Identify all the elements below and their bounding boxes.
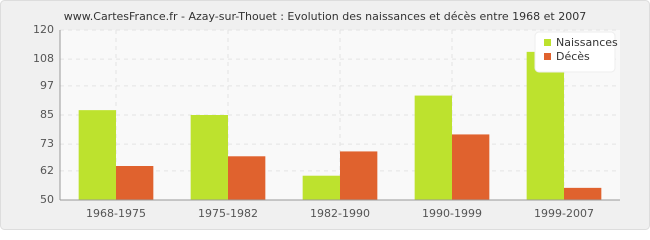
y-tick-label: 62 <box>40 164 54 177</box>
bar <box>526 51 564 200</box>
y-tick-label: 97 <box>40 79 54 92</box>
y-tick-label: 108 <box>33 52 54 65</box>
legend-box <box>534 31 616 73</box>
x-tick-label: 1968-1975 <box>86 207 146 220</box>
x-tick-label: 1999-2007 <box>534 207 594 220</box>
legend-marker <box>544 39 551 46</box>
x-tick-label: 1990-1999 <box>422 207 482 220</box>
bar <box>228 156 266 200</box>
bar <box>414 95 452 200</box>
bar <box>116 166 154 200</box>
legend-label: Décès <box>556 50 590 63</box>
y-tick-label: 85 <box>40 108 54 121</box>
y-tick-label: 73 <box>40 137 54 150</box>
bar <box>190 115 228 200</box>
legend-label: Naissances <box>556 36 618 49</box>
bar <box>452 134 490 200</box>
legend-marker <box>544 53 551 60</box>
y-tick-label: 120 <box>33 23 54 36</box>
bar <box>302 175 340 200</box>
y-tick-label: 50 <box>40 193 54 206</box>
bar <box>78 110 116 200</box>
chart: www.CartesFrance.fr - Azay-sur-Thouet : … <box>0 0 650 230</box>
chart-title: www.CartesFrance.fr - Azay-sur-Thouet : … <box>64 10 586 23</box>
x-tick-label: 1975-1982 <box>198 207 258 220</box>
bar <box>340 151 378 200</box>
x-tick-label: 1982-1990 <box>310 207 370 220</box>
bar <box>564 187 602 200</box>
